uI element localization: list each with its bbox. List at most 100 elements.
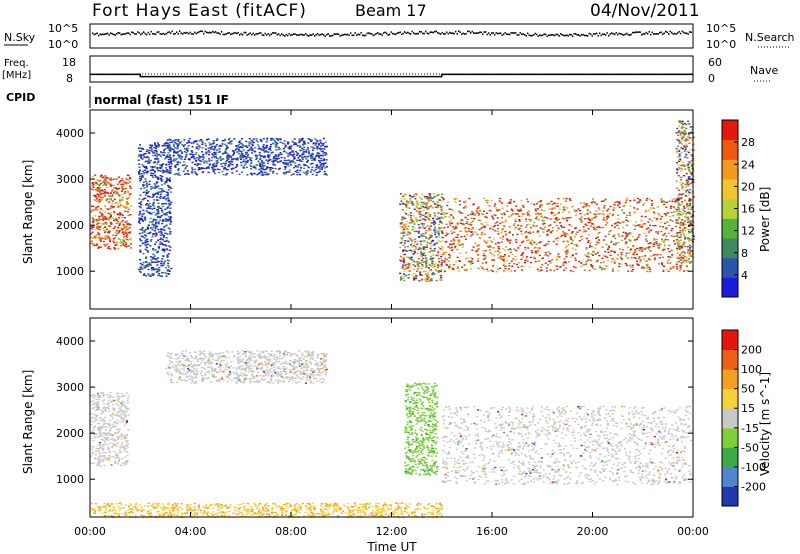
data-point bbox=[494, 203, 497, 205]
nsky-point bbox=[470, 32, 472, 34]
nsky-point bbox=[296, 34, 298, 36]
data-point bbox=[310, 169, 313, 171]
nsky-point bbox=[519, 32, 521, 34]
data-point bbox=[679, 204, 681, 206]
data-point bbox=[597, 242, 600, 244]
data-point bbox=[498, 197, 501, 200]
data-point bbox=[429, 279, 432, 281]
nsky-point bbox=[209, 31, 211, 34]
data-point bbox=[569, 199, 572, 201]
data-point bbox=[186, 150, 189, 152]
data-point bbox=[98, 217, 100, 220]
data-point bbox=[445, 258, 448, 261]
data-point bbox=[146, 170, 149, 172]
data-point bbox=[163, 261, 166, 263]
data-point bbox=[98, 201, 101, 203]
data-point bbox=[259, 138, 262, 141]
data-point bbox=[492, 270, 495, 273]
data-point bbox=[287, 159, 290, 162]
data-point bbox=[574, 248, 577, 251]
data-point bbox=[318, 155, 321, 158]
data-point bbox=[262, 156, 265, 159]
data-point bbox=[147, 273, 150, 275]
data-point bbox=[298, 141, 301, 144]
data-point bbox=[467, 223, 470, 225]
data-point bbox=[415, 194, 418, 196]
data-point bbox=[426, 202, 429, 204]
data-point bbox=[428, 193, 431, 195]
nsky-point bbox=[483, 31, 485, 33]
data-point bbox=[534, 251, 537, 254]
data-point bbox=[550, 212, 553, 215]
data-point bbox=[140, 147, 143, 149]
data-point bbox=[90, 240, 93, 242]
data-point bbox=[590, 203, 593, 205]
data-point bbox=[425, 270, 428, 273]
data-point bbox=[459, 244, 462, 246]
data-point bbox=[511, 265, 514, 267]
data-point bbox=[228, 156, 231, 158]
data-point bbox=[423, 252, 426, 254]
data-point bbox=[588, 246, 591, 248]
nsky-point bbox=[117, 31, 119, 34]
nsky-point bbox=[335, 33, 337, 35]
data-point bbox=[138, 221, 141, 224]
data-point bbox=[682, 164, 685, 166]
data-point bbox=[521, 253, 524, 255]
data-point bbox=[155, 183, 158, 185]
data-point bbox=[149, 240, 152, 242]
data-point bbox=[504, 249, 507, 251]
data-point bbox=[420, 255, 423, 257]
data-point bbox=[220, 159, 223, 161]
data-point bbox=[672, 266, 675, 268]
data-point bbox=[153, 255, 156, 257]
data-point bbox=[147, 207, 150, 209]
data-point bbox=[124, 245, 127, 248]
data-point bbox=[160, 242, 163, 244]
data-point bbox=[597, 226, 600, 228]
data-point bbox=[453, 231, 456, 233]
data-point bbox=[143, 197, 146, 200]
data-point bbox=[167, 152, 170, 154]
data-point bbox=[406, 203, 409, 205]
data-point bbox=[429, 193, 432, 195]
data-point bbox=[422, 214, 425, 217]
data-point bbox=[169, 216, 172, 218]
data-point bbox=[416, 240, 419, 242]
data-point bbox=[571, 254, 574, 257]
data-point bbox=[92, 186, 95, 188]
data-point bbox=[144, 180, 147, 182]
data-point bbox=[488, 245, 491, 247]
data-point bbox=[685, 127, 688, 130]
data-point bbox=[138, 270, 141, 273]
data-point bbox=[610, 240, 613, 242]
data-point bbox=[515, 226, 518, 229]
data-point bbox=[419, 213, 422, 215]
data-point bbox=[404, 265, 407, 268]
data-point bbox=[140, 204, 143, 206]
data-point bbox=[633, 212, 636, 214]
data-point bbox=[103, 243, 106, 246]
data-point bbox=[139, 206, 142, 208]
data-point bbox=[206, 139, 208, 141]
nsky-point bbox=[194, 31, 196, 34]
data-point bbox=[261, 165, 264, 167]
data-point bbox=[422, 254, 425, 256]
data-point bbox=[112, 193, 115, 196]
data-point bbox=[679, 236, 682, 238]
data-point bbox=[476, 244, 479, 247]
data-point bbox=[602, 239, 605, 241]
data-point bbox=[314, 159, 316, 161]
data-point bbox=[687, 225, 690, 227]
data-point bbox=[604, 265, 607, 267]
data-point bbox=[145, 244, 148, 247]
data-point bbox=[679, 159, 682, 161]
data-point bbox=[672, 240, 675, 242]
data-point bbox=[95, 235, 98, 237]
data-point bbox=[416, 243, 419, 245]
data-point bbox=[544, 216, 547, 218]
data-point bbox=[574, 259, 577, 261]
nsky-point bbox=[264, 32, 266, 35]
data-point bbox=[555, 205, 558, 207]
data-point bbox=[243, 164, 246, 166]
